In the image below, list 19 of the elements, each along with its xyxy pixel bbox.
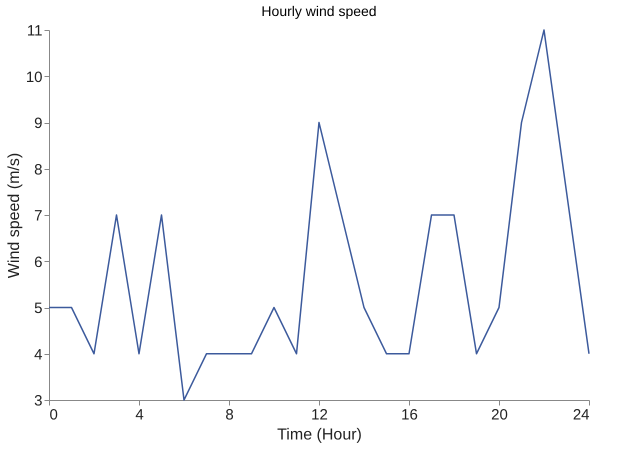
x-tick-label: 8 [225,406,234,424]
x-tick-label: 20 [491,406,508,424]
chart-title: Hourly wind speed [261,3,377,19]
x-tick-label: 24 [572,406,590,424]
y-tick-label: 7 [34,208,42,224]
x-tick-label: 4 [135,406,144,424]
y-tick-label: 8 [34,161,42,178]
y-tick-label: 5 [34,300,42,317]
y-tick-label: 3 [34,392,42,410]
y-tick-label: 9 [34,115,42,132]
x-axis-title: Time (Hour) [277,426,362,444]
y-tick-label: 11 [26,22,42,40]
y-axis-title: Wind speed (m/s) [6,152,23,278]
y-tick-label: 10 [26,68,42,86]
y-tick-label: 4 [34,346,42,364]
y-tick-label: 6 [34,254,42,271]
x-tick-label: 16 [401,406,418,424]
x-tick-label: 0 [50,406,58,424]
x-tick-label: 12 [311,406,328,424]
